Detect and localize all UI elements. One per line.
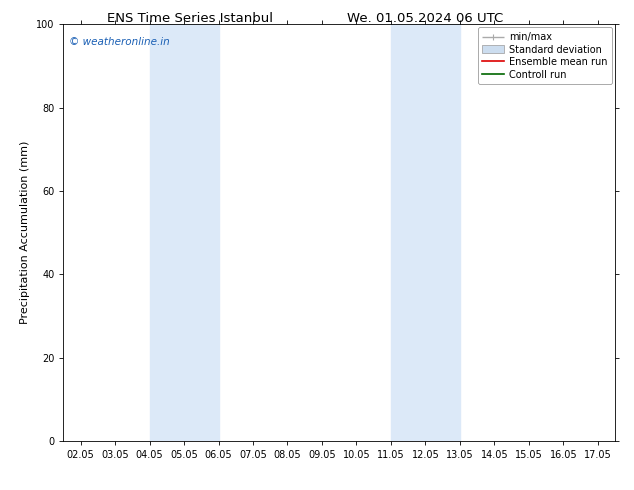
Bar <box>150 24 219 441</box>
Text: ENS Time Series Istanbul: ENS Time Series Istanbul <box>107 12 273 25</box>
Text: We. 01.05.2024 06 UTC: We. 01.05.2024 06 UTC <box>347 12 503 25</box>
Bar <box>391 24 460 441</box>
Legend: min/max, Standard deviation, Ensemble mean run, Controll run: min/max, Standard deviation, Ensemble me… <box>477 27 612 84</box>
Y-axis label: Precipitation Accumulation (mm): Precipitation Accumulation (mm) <box>20 141 30 324</box>
Text: © weatheronline.in: © weatheronline.in <box>69 37 170 47</box>
